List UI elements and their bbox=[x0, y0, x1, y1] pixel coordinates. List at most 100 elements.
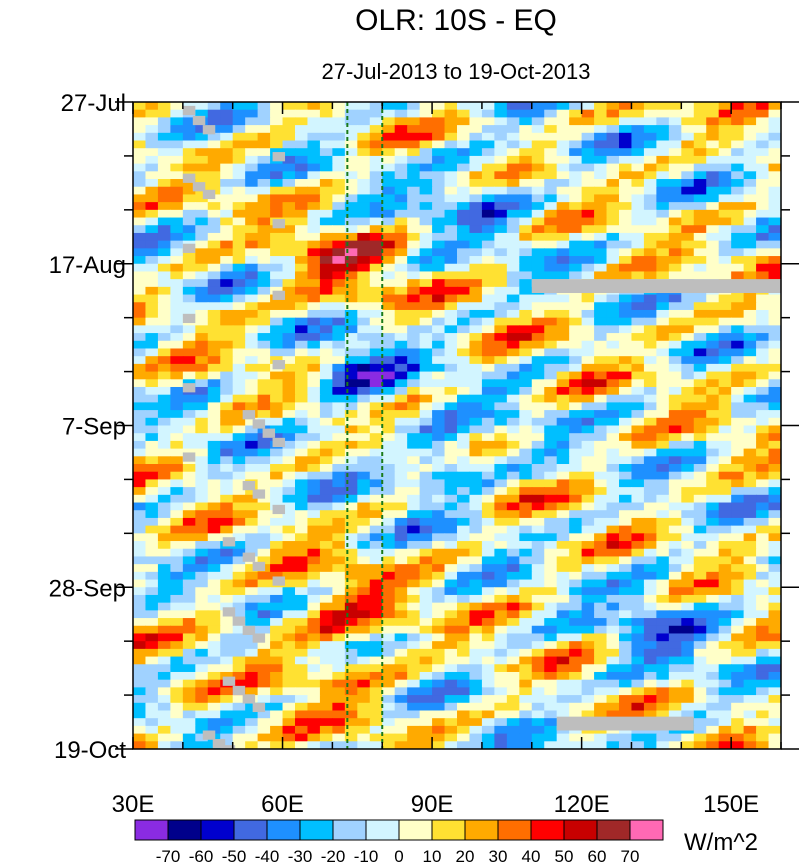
field-cell bbox=[656, 618, 670, 627]
field-cell bbox=[506, 163, 520, 172]
field-cell bbox=[556, 625, 570, 635]
field-cell bbox=[457, 571, 471, 581]
field-cell bbox=[619, 594, 633, 604]
field-cell bbox=[631, 448, 645, 457]
colorbar-label: -10 bbox=[354, 847, 379, 864]
field-cell bbox=[569, 679, 583, 688]
field-cell bbox=[718, 333, 732, 342]
field-cell bbox=[594, 502, 608, 511]
field-cell bbox=[257, 309, 271, 319]
field-cell bbox=[357, 263, 371, 273]
field-cell bbox=[220, 425, 234, 434]
field-cell bbox=[257, 602, 271, 611]
field-cell bbox=[407, 456, 421, 465]
field-cell bbox=[631, 425, 645, 434]
field-cell bbox=[731, 371, 745, 380]
field-cell bbox=[594, 186, 608, 196]
field-cell bbox=[643, 371, 657, 380]
field-cell bbox=[382, 309, 396, 319]
field-cell bbox=[157, 718, 171, 727]
field-cell bbox=[344, 733, 358, 742]
field-cell bbox=[344, 594, 358, 604]
field-cell bbox=[319, 240, 333, 249]
field-cell bbox=[432, 379, 446, 388]
field-cell bbox=[718, 194, 732, 203]
field-cell bbox=[170, 386, 184, 396]
field-cell bbox=[344, 186, 358, 196]
field-cell bbox=[743, 448, 757, 457]
field-cell bbox=[332, 117, 346, 126]
field-cell bbox=[182, 363, 196, 373]
field-cell bbox=[133, 502, 147, 511]
field-cell bbox=[382, 664, 396, 673]
field-cell bbox=[718, 379, 732, 388]
field-cell bbox=[594, 394, 608, 403]
field-cell bbox=[718, 363, 732, 373]
field-cell bbox=[195, 279, 209, 288]
field-cell bbox=[731, 333, 745, 342]
field-cell bbox=[768, 610, 781, 619]
field-cell bbox=[706, 371, 720, 380]
field-cell bbox=[270, 548, 284, 558]
field-cell bbox=[295, 125, 309, 134]
field-cell bbox=[307, 394, 321, 403]
field-cell bbox=[332, 294, 346, 303]
field-cell bbox=[581, 433, 595, 442]
field-cell bbox=[357, 587, 371, 596]
field-cell bbox=[407, 302, 421, 311]
field-cell bbox=[382, 109, 396, 118]
field-cell bbox=[394, 571, 408, 581]
field-cell bbox=[631, 148, 645, 157]
field-cell bbox=[332, 271, 346, 280]
field-cell bbox=[357, 102, 371, 111]
field-cell bbox=[270, 379, 284, 388]
field-cell bbox=[494, 317, 508, 326]
field-cell bbox=[494, 309, 508, 319]
field-cell bbox=[133, 217, 147, 226]
field-cell bbox=[631, 102, 645, 111]
missing-patch bbox=[272, 576, 286, 586]
field-cell bbox=[656, 125, 670, 134]
missing-patch bbox=[192, 182, 206, 192]
field-cell bbox=[581, 487, 595, 496]
field-cell bbox=[668, 102, 682, 111]
field-cell bbox=[643, 248, 657, 257]
field-cell bbox=[232, 302, 246, 311]
field-cell bbox=[245, 725, 259, 735]
field-cell bbox=[631, 379, 645, 388]
field-cell bbox=[207, 317, 221, 326]
field-cell bbox=[743, 710, 757, 719]
field-cell bbox=[494, 564, 508, 573]
field-cell bbox=[756, 256, 770, 265]
field-cell bbox=[606, 425, 620, 434]
missing-patch bbox=[222, 676, 236, 686]
field-cell bbox=[419, 687, 433, 696]
field-cell bbox=[182, 140, 196, 149]
field-cell bbox=[581, 610, 595, 619]
field-cell bbox=[581, 587, 595, 596]
field-cell bbox=[282, 733, 296, 742]
field-cell bbox=[220, 333, 234, 342]
field-cell bbox=[145, 256, 159, 265]
colorbar-box bbox=[431, 819, 466, 841]
field-cell bbox=[444, 671, 458, 681]
field-cell bbox=[519, 194, 533, 203]
field-cell bbox=[693, 625, 707, 635]
field-cell bbox=[307, 309, 321, 319]
field-cell bbox=[245, 618, 259, 627]
field-cell bbox=[519, 186, 533, 196]
field-cell bbox=[668, 425, 682, 434]
field-cell bbox=[394, 340, 408, 350]
field-cell bbox=[656, 132, 670, 142]
field-cell bbox=[531, 340, 545, 350]
field-cell bbox=[432, 741, 446, 749]
field-cell bbox=[332, 510, 346, 519]
field-cell bbox=[207, 109, 221, 118]
field-cell bbox=[282, 394, 296, 403]
field-cell bbox=[556, 564, 570, 573]
field-cell bbox=[419, 410, 433, 419]
field-cell bbox=[469, 271, 483, 280]
field-cell bbox=[519, 340, 533, 350]
field-cell bbox=[419, 371, 433, 380]
field-cell bbox=[643, 325, 657, 334]
